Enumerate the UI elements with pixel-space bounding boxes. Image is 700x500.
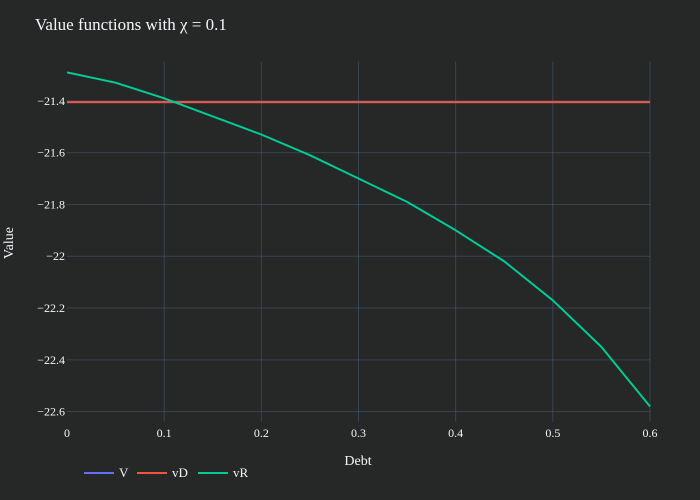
series-lines: [66, 71, 651, 408]
y-tick-label: −22: [46, 249, 65, 263]
legend-label-vd: vD: [172, 465, 188, 480]
legend-label-vr: vR: [233, 465, 249, 480]
x-tick-label: 0: [64, 426, 70, 440]
x-tick-label: 0.6: [643, 426, 658, 440]
y-tick-label: −22.4: [37, 353, 65, 367]
y-tick-label: −22.6: [37, 405, 65, 419]
y-tick-label: −21.6: [37, 146, 65, 160]
x-tick-label: 0.3: [351, 426, 366, 440]
y-tick-label: −21.4: [37, 94, 65, 108]
x-tick-label: 0.1: [157, 426, 172, 440]
tick-labels: 0 0.1 0.2 0.3 0.4 0.5 0.6 −21.4 −21.6 −21.8 −22 −22…: [37, 94, 657, 440]
x-tick-label: 0.5: [545, 426, 560, 440]
series-line-vr: [66, 71, 651, 408]
gridlines: [67, 62, 651, 422]
x-tick-label: 0.2: [254, 426, 269, 440]
y-tick-label: −21.8: [37, 197, 65, 211]
chart-title: Value functions with χ = 0.1: [35, 15, 227, 34]
y-tick-label: −22.2: [37, 301, 65, 315]
legend-label-v: V: [119, 465, 129, 480]
x-tick-label: 0.4: [448, 426, 463, 440]
x-axis-title: Debt: [344, 454, 371, 469]
y-axis-title: Value: [2, 227, 17, 259]
